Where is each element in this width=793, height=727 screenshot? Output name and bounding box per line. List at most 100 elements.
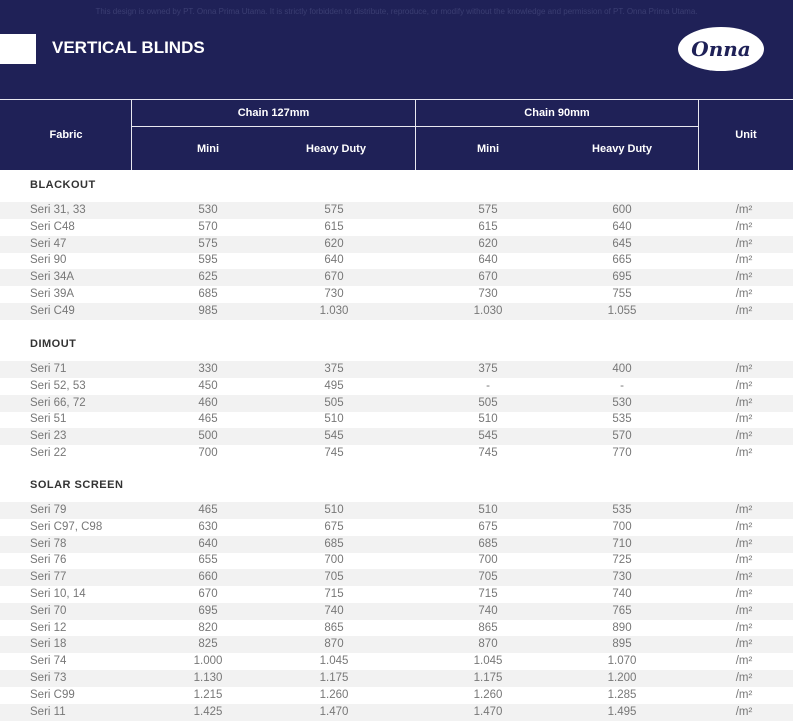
mini-127-cell: 450 bbox=[198, 379, 218, 392]
unit-cell: /m² bbox=[735, 220, 753, 233]
heavy-90-cell: 770 bbox=[612, 447, 632, 459]
fabric-cell: Seri 66, 72 bbox=[30, 396, 86, 409]
heavy-127-cell: 615 bbox=[324, 220, 344, 233]
section-title: BLACKOUT bbox=[30, 179, 96, 191]
mini-127-cell: 465 bbox=[198, 504, 218, 516]
heavy-90-cell: 755 bbox=[612, 288, 632, 300]
fabric-cell: Seri 74 bbox=[30, 655, 67, 668]
fabric-cell: Seri 22 bbox=[30, 447, 67, 459]
fabric-cell: Seri 52, 53 bbox=[30, 379, 86, 392]
table-row: Seri C48 570 615 615 640/m² bbox=[0, 219, 793, 236]
unit-cell: /m² bbox=[735, 447, 753, 459]
title-marker bbox=[0, 34, 36, 64]
table-row: Seri C49 985 1.030 1.030 1.055/m² bbox=[0, 302, 793, 320]
mini-90-cell: - bbox=[486, 379, 490, 392]
divider bbox=[132, 126, 698, 127]
unit-cell: /m² bbox=[735, 304, 753, 317]
heavy-127-cell: 505 bbox=[324, 396, 344, 409]
header-heavy-127: Heavy Duty bbox=[306, 142, 366, 155]
mini-127-cell: 1.425 bbox=[193, 705, 223, 718]
table-row: Seri 71 330 375 375 400/m² bbox=[0, 361, 793, 378]
unit-cell: /m² bbox=[735, 520, 753, 533]
heavy-127-cell: 1.175 bbox=[319, 672, 349, 684]
mini-127-cell: 465 bbox=[198, 413, 218, 426]
mini-90-cell: 705 bbox=[478, 571, 498, 584]
heavy-127-cell: 545 bbox=[324, 430, 344, 443]
heavy-90-cell: 730 bbox=[612, 571, 632, 584]
heavy-127-cell: 575 bbox=[324, 204, 344, 216]
heavy-90-cell: 765 bbox=[612, 604, 632, 617]
divider bbox=[131, 100, 132, 170]
heavy-90-cell: 535 bbox=[612, 413, 632, 426]
mini-90-cell: 505 bbox=[478, 396, 498, 409]
mini-127-cell: 655 bbox=[198, 554, 218, 567]
fabric-cell: Seri 71 bbox=[30, 363, 67, 375]
table-row: Seri 73 1.130 1.175 1.175 1.200/m² bbox=[0, 670, 793, 687]
heavy-90-cell: 890 bbox=[612, 621, 632, 634]
header-band: This design is owned by PT. Onna Prima U… bbox=[0, 0, 793, 99]
fabric-cell: Seri 11 bbox=[30, 705, 66, 718]
heavy-90-cell: 530 bbox=[612, 396, 632, 409]
header-mini-90: Mini bbox=[477, 142, 499, 155]
table-row: Seri 39A 685 730 730 755/m² bbox=[0, 286, 793, 303]
section-title: SOLAR SCREEN bbox=[30, 479, 124, 491]
unit-cell: /m² bbox=[735, 271, 753, 284]
table-row: Seri 12 820 865 865 890/m² bbox=[0, 620, 793, 637]
header-mini-127: Mini bbox=[197, 142, 219, 155]
heavy-90-cell: 725 bbox=[612, 554, 632, 567]
mini-90-cell: 510 bbox=[478, 504, 498, 516]
mini-127-cell: 695 bbox=[198, 604, 218, 617]
unit-cell: /m² bbox=[735, 363, 753, 375]
unit-cell: /m² bbox=[735, 672, 753, 684]
mini-127-cell: 330 bbox=[198, 363, 218, 375]
heavy-90-cell: 640 bbox=[612, 220, 632, 233]
mini-90-cell: 1.045 bbox=[473, 655, 503, 668]
mini-90-cell: 375 bbox=[478, 363, 498, 375]
unit-cell: /m² bbox=[735, 379, 753, 392]
heavy-127-cell: 715 bbox=[324, 588, 344, 600]
fabric-cell: Seri 23 bbox=[30, 430, 67, 443]
mini-127-cell: 570 bbox=[198, 220, 218, 233]
fabric-cell: Seri 10, 14 bbox=[30, 588, 86, 600]
mini-127-cell: 595 bbox=[198, 254, 218, 267]
fabric-cell: Seri 78 bbox=[30, 537, 67, 550]
mini-127-cell: 670 bbox=[198, 588, 218, 600]
table-row: Seri 31, 33 530 575 575 600/m² bbox=[0, 202, 793, 219]
heavy-127-cell: 510 bbox=[324, 504, 344, 516]
mini-90-cell: 510 bbox=[478, 413, 498, 426]
table-row: Seri 11 1.425 1.470 1.470 1.495/m² bbox=[0, 703, 793, 721]
heavy-90-cell: 700 bbox=[612, 520, 632, 533]
mini-127-cell: 985 bbox=[198, 304, 218, 317]
fabric-cell: Seri C48 bbox=[30, 220, 75, 233]
table-row: Seri 74 1.000 1.045 1.045 1.070/m² bbox=[0, 653, 793, 670]
heavy-90-cell: 695 bbox=[612, 271, 632, 284]
unit-cell: /m² bbox=[735, 237, 753, 250]
unit-cell: /m² bbox=[735, 554, 753, 567]
header-fabric: Fabric bbox=[49, 129, 83, 141]
mini-90-cell: 1.260 bbox=[473, 688, 503, 701]
heavy-127-cell: 1.260 bbox=[319, 688, 349, 701]
heavy-127-cell: 1.470 bbox=[319, 705, 349, 718]
fabric-cell: Seri 18 bbox=[30, 638, 67, 651]
mini-127-cell: 825 bbox=[198, 638, 218, 651]
unit-cell: /m² bbox=[735, 688, 753, 701]
heavy-127-cell: 375 bbox=[324, 363, 344, 375]
heavy-127-cell: 620 bbox=[324, 237, 344, 250]
fabric-cell: Seri 31, 33 bbox=[30, 204, 86, 216]
heavy-90-cell: 895 bbox=[612, 638, 632, 651]
header-chain-127: Chain 127mm bbox=[237, 107, 310, 119]
heavy-90-cell: 1.285 bbox=[607, 688, 637, 701]
heavy-90-cell: 1.495 bbox=[607, 705, 637, 718]
table-row: Seri 76 655 700 700 725/m² bbox=[0, 552, 793, 569]
divider bbox=[698, 100, 699, 170]
heavy-127-cell: 745 bbox=[324, 447, 344, 459]
table-row: Seri 22 700 745 745 770/m² bbox=[0, 445, 793, 462]
fabric-cell: Seri 77 bbox=[30, 571, 67, 584]
heavy-127-cell: 870 bbox=[324, 638, 344, 651]
heavy-90-cell: 710 bbox=[612, 537, 632, 550]
heavy-127-cell: 510 bbox=[324, 413, 344, 426]
fabric-cell: Seri 79 bbox=[30, 504, 67, 516]
mini-127-cell: 1.000 bbox=[193, 655, 223, 668]
table-row: Seri C99 1.215 1.260 1.260 1.285/m² bbox=[0, 687, 793, 704]
table-row: Seri 47 575 620 620 645/m² bbox=[0, 235, 793, 253]
